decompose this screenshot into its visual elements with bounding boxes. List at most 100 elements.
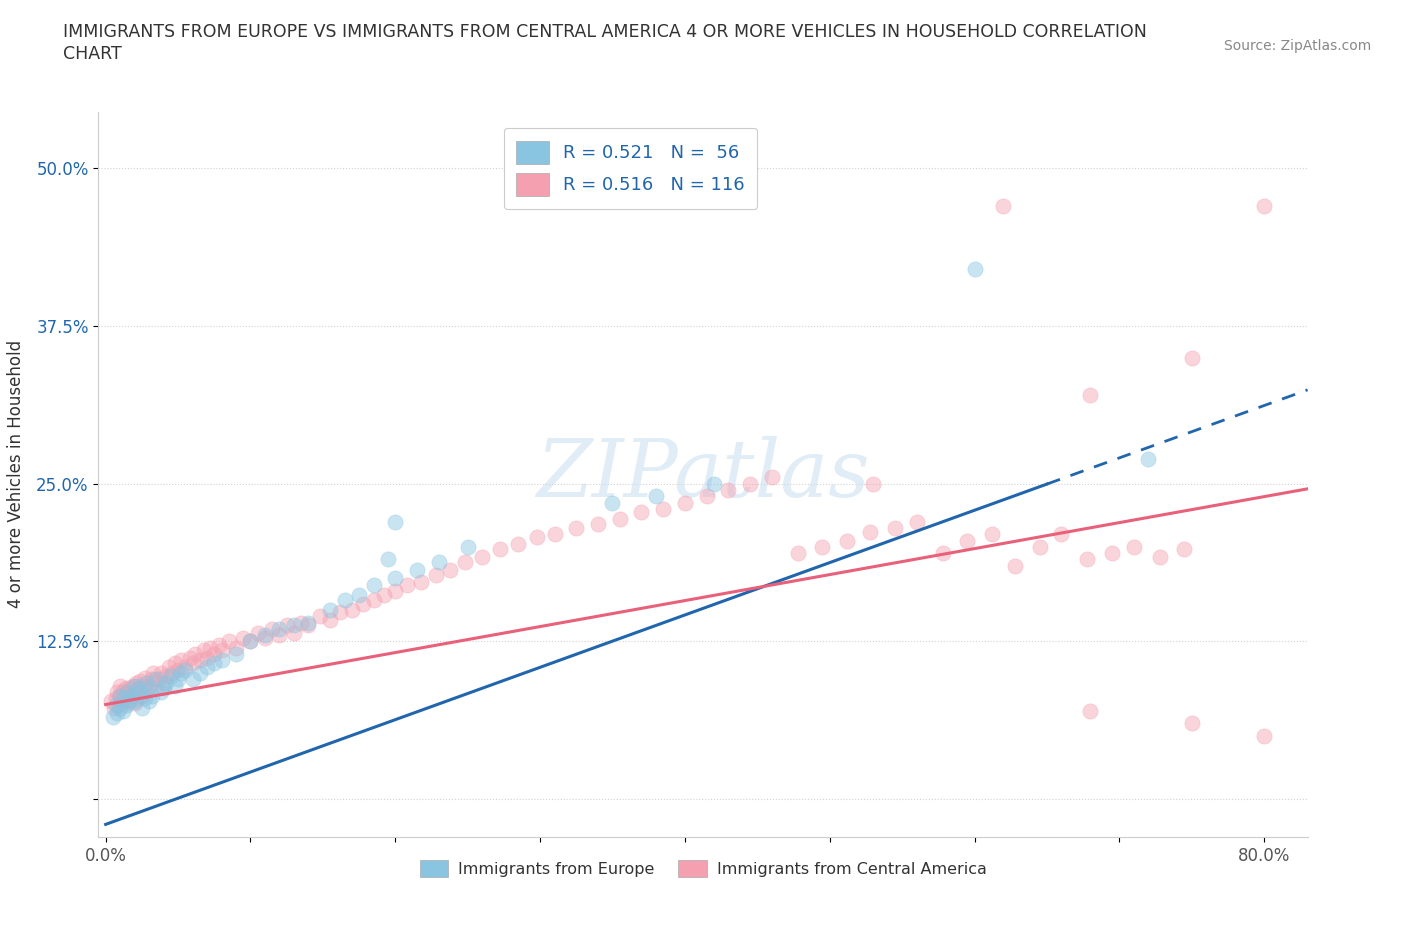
Point <box>149 684 172 699</box>
Point <box>329 605 352 620</box>
Point <box>114 691 136 706</box>
Point <box>565 521 588 536</box>
Point <box>162 666 184 681</box>
Point <box>586 517 609 532</box>
Point <box>104 691 127 706</box>
Point <box>673 496 696 511</box>
Point <box>333 592 356 607</box>
Point <box>211 643 233 658</box>
Point <box>127 691 149 706</box>
Point <box>905 514 928 529</box>
Point <box>1253 199 1275 214</box>
Point <box>425 567 447 582</box>
Point <box>406 562 429 577</box>
Point <box>165 678 187 693</box>
Point <box>108 688 131 703</box>
Point <box>411 575 433 590</box>
Point <box>609 512 631 526</box>
Point <box>135 676 157 691</box>
Point <box>439 562 461 577</box>
Point <box>170 653 193 668</box>
Point <box>980 526 1002 541</box>
Point <box>104 698 127 712</box>
Point <box>188 666 211 681</box>
Point <box>1149 550 1171 565</box>
Point <box>181 671 204 686</box>
Point <box>543 526 565 541</box>
Point <box>198 641 221 656</box>
Point <box>309 609 332 624</box>
Point <box>1181 351 1204 365</box>
Text: IMMIGRANTS FROM EUROPE VS IMMIGRANTS FROM CENTRAL AMERICA 4 OR MORE VEHICLES IN : IMMIGRANTS FROM EUROPE VS IMMIGRANTS FRO… <box>63 23 1147 41</box>
Point <box>165 656 187 671</box>
Point <box>993 199 1015 214</box>
Point <box>110 693 132 708</box>
Text: CHART: CHART <box>63 45 122 62</box>
Point <box>508 537 530 551</box>
Point <box>112 684 135 698</box>
Point <box>232 631 254 645</box>
Point <box>427 554 450 569</box>
Point <box>138 693 160 708</box>
Point <box>170 666 193 681</box>
Point <box>1173 542 1195 557</box>
Point <box>239 634 262 649</box>
Point <box>138 681 160 696</box>
Point <box>159 668 181 683</box>
Point <box>454 554 477 569</box>
Point <box>179 650 201 665</box>
Point <box>174 663 197 678</box>
Point <box>786 546 808 561</box>
Point <box>363 578 385 592</box>
Point <box>103 701 125 716</box>
Point <box>129 673 152 688</box>
Point <box>100 693 122 708</box>
Point <box>1080 388 1102 403</box>
Point <box>526 529 548 544</box>
Point <box>117 685 139 700</box>
Point <box>384 571 406 586</box>
Point <box>115 681 138 696</box>
Point <box>652 501 675 516</box>
Point <box>457 539 479 554</box>
Point <box>107 698 129 712</box>
Point <box>352 596 374 611</box>
Point <box>761 470 783 485</box>
Point <box>145 681 167 696</box>
Point <box>1076 552 1098 567</box>
Point <box>297 615 319 630</box>
Point <box>488 542 510 557</box>
Point <box>246 625 269 640</box>
Point <box>124 678 146 693</box>
Point <box>148 671 170 686</box>
Point <box>157 659 180 674</box>
Point <box>262 621 284 636</box>
Point <box>135 684 157 699</box>
Point <box>859 525 882 539</box>
Point <box>134 671 156 685</box>
Point <box>124 696 146 711</box>
Point <box>195 659 218 674</box>
Point <box>108 688 131 703</box>
Point <box>142 666 165 681</box>
Point <box>811 539 834 554</box>
Point <box>347 588 370 603</box>
Point <box>225 646 247 661</box>
Point <box>101 710 124 724</box>
Point <box>630 504 652 519</box>
Point <box>131 701 153 716</box>
Point <box>835 533 858 548</box>
Point <box>283 625 305 640</box>
Point <box>117 684 139 699</box>
Point <box>963 262 986 277</box>
Point <box>276 618 298 632</box>
Point <box>319 603 342 618</box>
Point <box>373 588 395 603</box>
Point <box>141 671 163 686</box>
Point <box>134 691 156 706</box>
Point <box>128 681 150 696</box>
Point <box>112 703 135 718</box>
Point <box>105 706 128 721</box>
Point <box>384 514 406 529</box>
Point <box>1050 526 1073 541</box>
